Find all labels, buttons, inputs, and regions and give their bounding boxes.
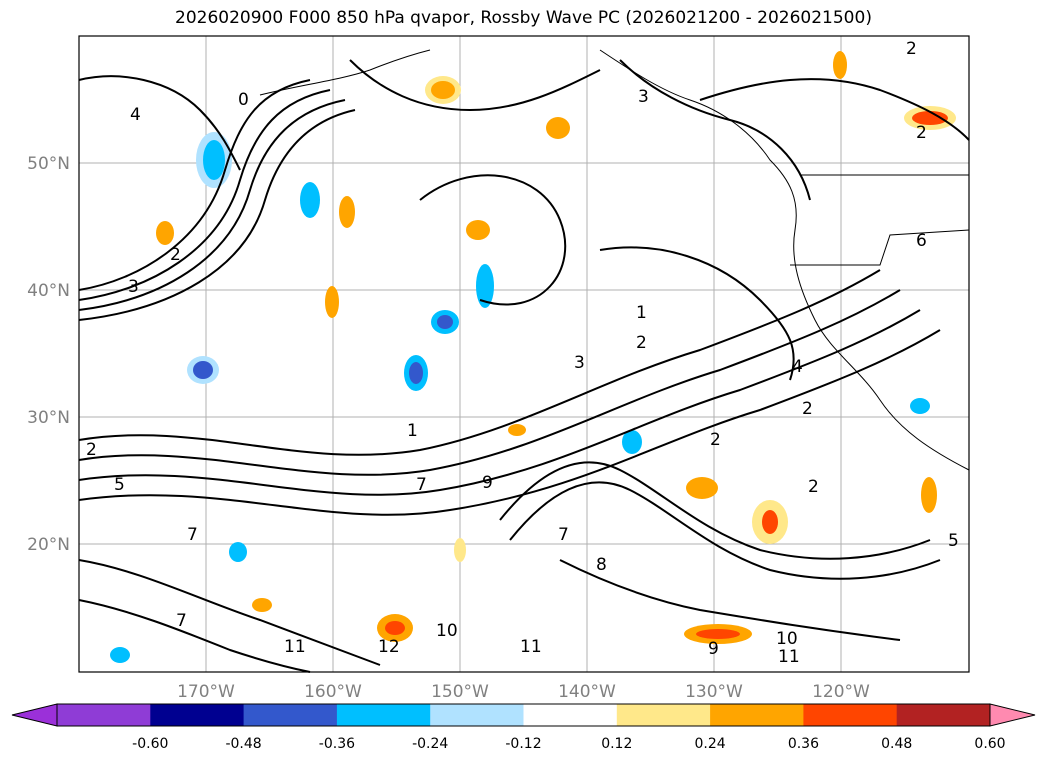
colorbar-segment bbox=[710, 704, 804, 726]
colorbar-segment bbox=[336, 704, 431, 726]
contour-label: 0 bbox=[238, 90, 249, 110]
contour-label: 9 bbox=[708, 639, 719, 659]
coastline bbox=[259, 49, 970, 471]
colorbar-tick-label: -0.60 bbox=[132, 736, 168, 752]
lon-label-120w: 120°W bbox=[812, 682, 870, 702]
contour-label: 12 bbox=[378, 637, 400, 657]
contour-label: 7 bbox=[558, 525, 569, 545]
contour-label: 6 bbox=[916, 231, 927, 251]
colorbar-segment bbox=[803, 704, 898, 726]
contour-label: 1 bbox=[407, 421, 418, 441]
colorbar-tick-label: 0.36 bbox=[788, 736, 819, 752]
contour-label: 5 bbox=[114, 475, 125, 495]
contour-label: 10 bbox=[436, 621, 458, 641]
colorbar-tick-label: 0.60 bbox=[974, 736, 1005, 752]
map-title: 2026020900 F000 850 hPa qvapor, Rossby W… bbox=[175, 8, 872, 28]
contour-label: 4 bbox=[792, 357, 803, 377]
colorbar bbox=[11, 703, 1036, 727]
contour-label: 9 bbox=[482, 473, 493, 493]
contour-label: 7 bbox=[187, 525, 198, 545]
contour-label: 4 bbox=[130, 105, 141, 125]
contour-label: 2 bbox=[710, 430, 721, 450]
contour-label: 2 bbox=[636, 333, 647, 353]
contour-label: 11 bbox=[284, 637, 306, 657]
lon-label-160w: 160°W bbox=[304, 682, 362, 702]
contour-label: 3 bbox=[574, 353, 585, 373]
colorbar-tick-label: -0.48 bbox=[225, 736, 261, 752]
plot-frame bbox=[78, 35, 970, 673]
lon-label-150w: 150°W bbox=[431, 682, 489, 702]
contour-label: 2 bbox=[802, 399, 813, 419]
lat-label-50: 50°N bbox=[27, 154, 70, 174]
colorbar-outline bbox=[56, 703, 991, 727]
contour-label: 1 bbox=[636, 303, 647, 323]
longitude-labels: 170°W 160°W 150°W 140°W 130°W 120°W bbox=[177, 682, 870, 702]
contour-label: 2 bbox=[170, 245, 181, 265]
map-plot-area: 4 3 2 1 2 3 4 2 3 2 6 0 1 2 5 7 7 7 8 9 … bbox=[78, 35, 970, 673]
lat-label-20: 20°N bbox=[27, 535, 70, 555]
contour-label: 3 bbox=[638, 87, 649, 107]
colorbar-tick-label: 0.12 bbox=[601, 736, 632, 752]
lon-label-170w: 170°W bbox=[177, 682, 235, 702]
contour-labels: 4 3 2 1 2 3 4 2 3 2 6 0 1 2 5 7 7 7 8 9 … bbox=[86, 39, 959, 667]
contour-label: 11 bbox=[778, 647, 800, 667]
colorbar-segment bbox=[896, 704, 991, 726]
colorbar-tick-label: -0.24 bbox=[412, 736, 448, 752]
colorbar-segment bbox=[430, 704, 524, 726]
colorbar-tick-label: 0.24 bbox=[695, 736, 726, 752]
colorbar-segment bbox=[57, 704, 151, 726]
contour-label: 7 bbox=[416, 475, 427, 495]
contour-label: 8 bbox=[596, 555, 607, 575]
contour-label: 7 bbox=[176, 611, 187, 631]
qvapor-anomaly-shading bbox=[110, 51, 956, 663]
contour-label: 10 bbox=[776, 629, 798, 649]
contour-label: 11 bbox=[520, 637, 542, 657]
colorbar-segment bbox=[243, 704, 338, 726]
contour-label: 3 bbox=[128, 277, 139, 297]
colorbar-segment bbox=[523, 704, 618, 726]
colorbar-extension-low bbox=[11, 703, 58, 727]
contour-label: 2 bbox=[86, 440, 97, 460]
graticule bbox=[79, 36, 969, 672]
colorbar-tick-label: -0.36 bbox=[319, 736, 355, 752]
contour-label: 2 bbox=[906, 39, 917, 59]
contour-label: 2 bbox=[808, 477, 819, 497]
colorbar-segment bbox=[150, 704, 245, 726]
lat-label-40: 40°N bbox=[27, 281, 70, 301]
contour-label: 2 bbox=[916, 123, 927, 143]
colorbar-extension-high bbox=[989, 703, 1036, 727]
colorbar-tick-label: -0.12 bbox=[505, 736, 541, 752]
contour-label: 5 bbox=[948, 531, 959, 551]
lon-label-140w: 140°W bbox=[558, 682, 616, 702]
colorbar-segment bbox=[616, 704, 711, 726]
colorbar-tick-label: 0.48 bbox=[881, 736, 912, 752]
lon-label-130w: 130°W bbox=[685, 682, 743, 702]
latitude-labels: 50°N 40°N 30°N 20°N bbox=[27, 154, 70, 555]
lat-label-30: 30°N bbox=[27, 408, 70, 428]
colorbar-tick-labels: -0.60 -0.48 -0.36 -0.24 -0.12 0.12 0.24 0.36 0.4… bbox=[132, 736, 1005, 752]
